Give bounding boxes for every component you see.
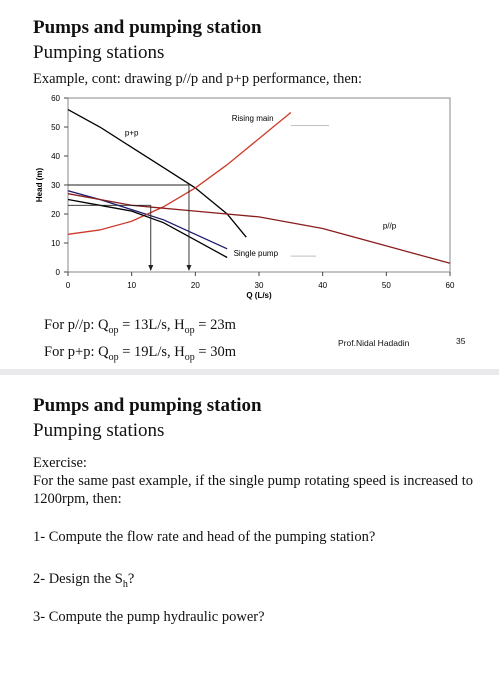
label-rising-main: Rising main	[232, 114, 274, 123]
question-2-suffix: ?	[128, 571, 134, 587]
y-axis-label: Head (m)	[35, 168, 44, 203]
formula-pp-q-sub: op	[108, 325, 118, 336]
series-line	[68, 113, 291, 235]
x-tick-label: 50	[382, 281, 391, 290]
exercise-label: Exercise:	[33, 454, 87, 472]
formula-ps-q-sub: op	[109, 352, 119, 363]
formula-ps-q-val: = 19L/s, H	[119, 344, 185, 360]
question-1: 1- Compute the flow rate and head of the…	[33, 528, 375, 546]
y-tick-label: 0	[56, 268, 61, 277]
page-number: 35	[456, 336, 465, 346]
series-line	[68, 200, 227, 258]
y-tick-label: 60	[51, 94, 60, 103]
formula-ps-prefix: For p+p: Q	[44, 344, 109, 360]
x-axis-label: Q (L/s)	[246, 291, 272, 300]
slide-1: Pumps and pumping station Pumping statio…	[0, 0, 499, 369]
formula-parallel: For p//p: Qop = 13L/s, Hop = 23m	[44, 317, 236, 336]
formula-ps-h-val: = 30m	[195, 344, 236, 360]
op-arrow-head	[186, 265, 191, 271]
label-parallel: p//p	[383, 222, 397, 231]
x-tick-label: 20	[191, 281, 200, 290]
x-tick-label: 0	[66, 281, 71, 290]
op-arrow-head	[148, 265, 153, 271]
label-pp-series: p+p	[125, 129, 139, 138]
formula-pp-prefix: For p//p: Q	[44, 317, 108, 333]
slide-2: Pumps and pumping station Pumping statio…	[0, 375, 499, 700]
slide-title: Pumps and pumping station	[33, 17, 262, 39]
slide-title: Pumps and pumping station	[33, 395, 262, 417]
y-tick-label: 50	[51, 123, 60, 132]
chart-labels: p+p Rising main Single pump p//p	[125, 114, 397, 258]
series-line	[68, 191, 227, 249]
formula-ps-h-sub: op	[185, 352, 195, 363]
formula-pp-q-val: = 13L/s, H	[118, 317, 184, 333]
x-tick-label: 40	[318, 281, 327, 290]
y-tick-label: 10	[51, 239, 60, 248]
y-tick-label: 20	[51, 210, 60, 219]
x-tick-label: 60	[446, 281, 455, 290]
question-2-prefix: 2- Design the S	[33, 571, 123, 587]
exercise-body: For the same past example, if the single…	[33, 472, 473, 508]
x-tick-label: 10	[127, 281, 136, 290]
slide-subtitle: Pumping stations	[33, 420, 164, 442]
slide-subtitle: Pumping stations	[33, 42, 164, 64]
y-tick-label: 40	[51, 152, 60, 161]
question-3: 3- Compute the pump hydraulic power?	[33, 608, 265, 626]
question-2: 2- Design the Sh?	[33, 570, 134, 594]
x-axis-value-label: 30	[255, 281, 264, 290]
formula-series: For p+p: Qop = 19L/s, Hop = 30m	[44, 344, 236, 363]
formula-pp-h-val: = 23m	[195, 317, 236, 333]
author-name: Prof.Nidal Hadadin	[338, 338, 409, 348]
y-tick-label: 30	[51, 181, 60, 190]
formula-pp-h-sub: op	[185, 325, 195, 336]
label-single-pump: Single pump	[234, 249, 279, 258]
